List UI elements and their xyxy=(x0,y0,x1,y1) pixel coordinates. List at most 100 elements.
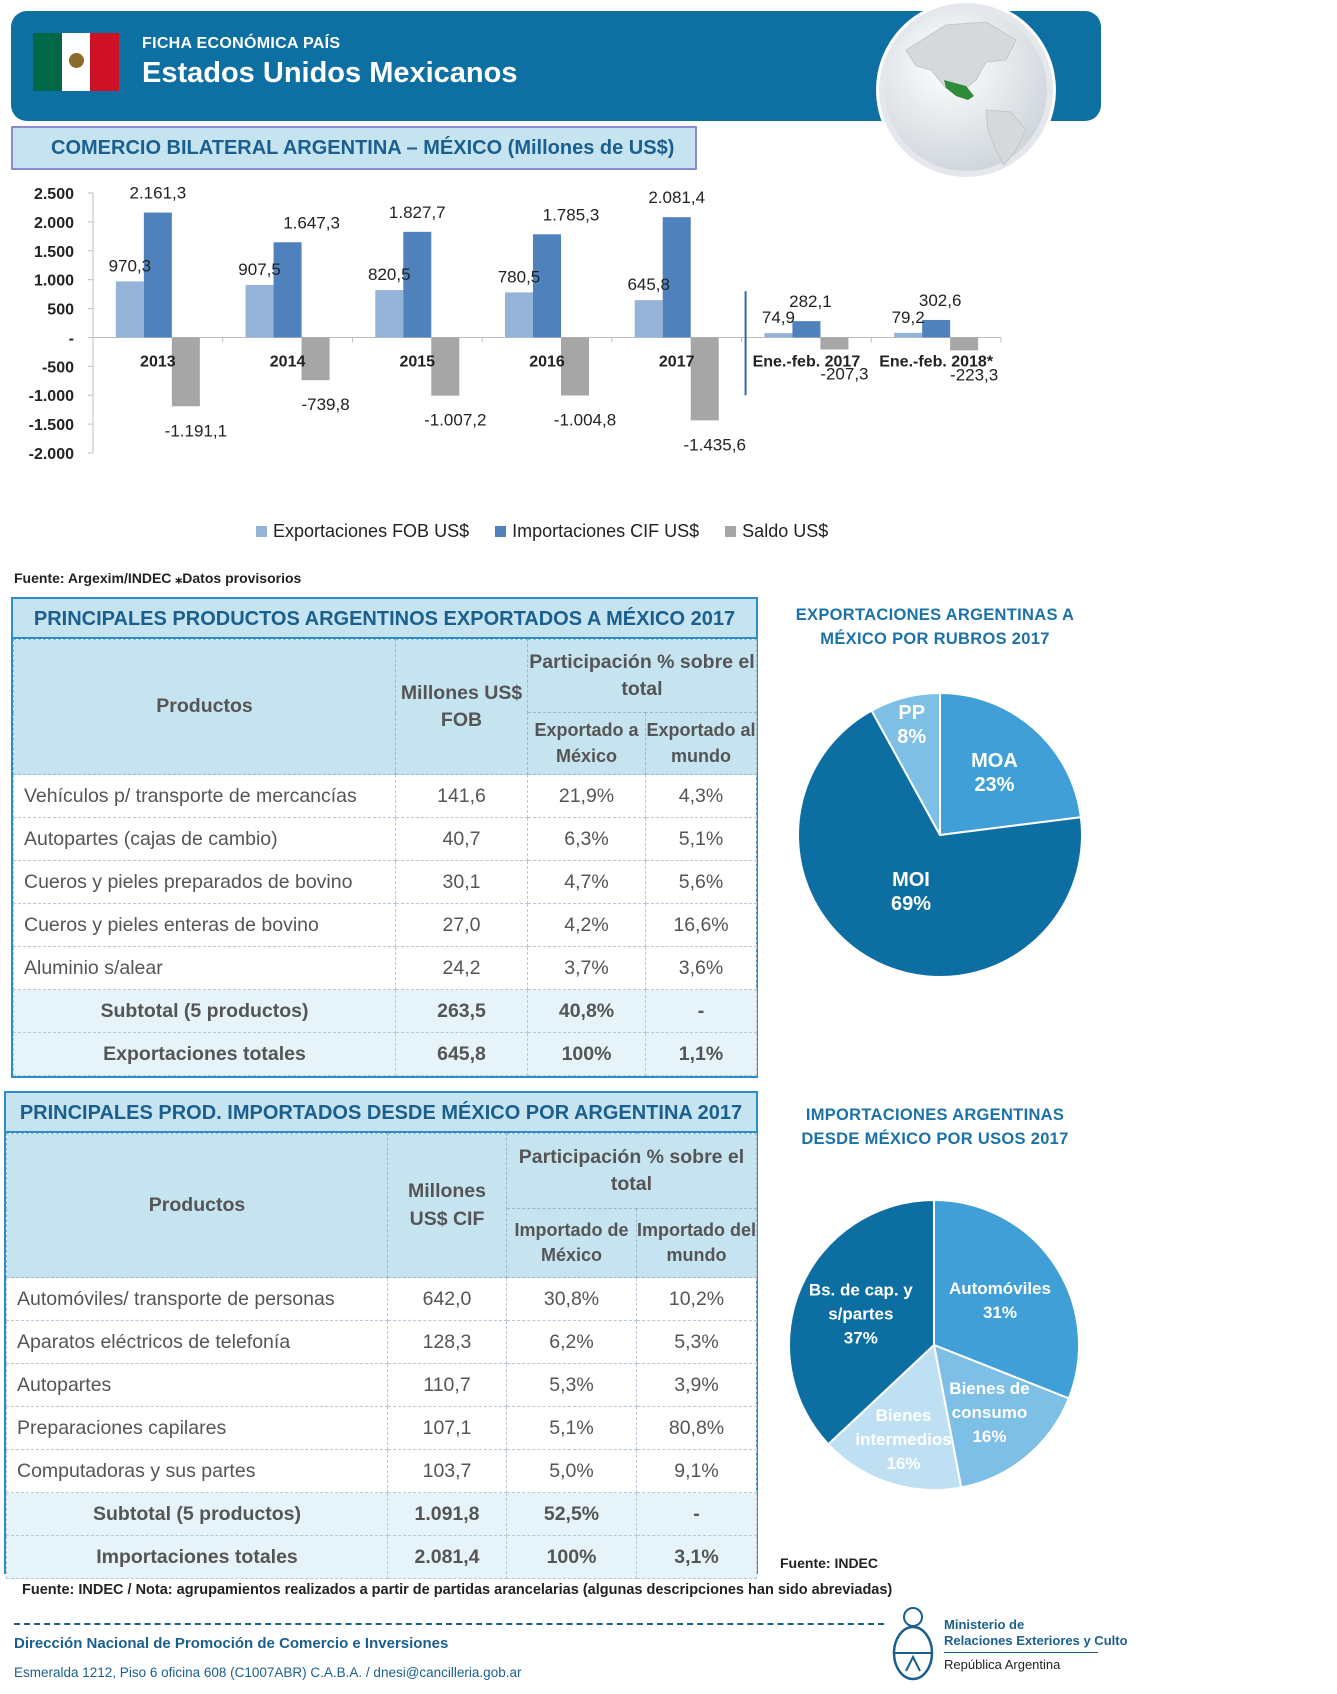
bar-1 xyxy=(922,319,951,338)
table-cell: 1.091,8 xyxy=(387,1492,507,1536)
table-cell: 1,1% xyxy=(645,1032,757,1076)
legend-label: Importaciones CIF US$ xyxy=(512,521,700,541)
pie-slice-percent: 37% xyxy=(844,1328,878,1347)
pie-slice-label: s/partes xyxy=(828,1304,893,1323)
data-label: 1.647,3 xyxy=(283,213,340,232)
col-header-value: Millones US$ FOB xyxy=(395,639,528,775)
pie-slice xyxy=(826,1343,963,1491)
bar-1 xyxy=(662,217,691,338)
bar-2 xyxy=(301,337,330,381)
pie-slice-label: PP xyxy=(898,702,925,724)
y-tick-label: 2.500 xyxy=(34,186,74,203)
data-label: 74,9 xyxy=(762,308,795,327)
header-kicker: FICHA ECONÓMICA PAÍS xyxy=(142,35,341,52)
table-cell: 128,3 xyxy=(387,1320,507,1364)
table-row: Automóviles/ transporte de personas 642,0… xyxy=(6,1277,757,1321)
y-tick-label: 500 xyxy=(47,302,74,319)
ministry-name: Ministerio de Relaciones Exteriores y Cul… xyxy=(944,1617,1128,1649)
table-cell: 5,1% xyxy=(645,817,757,861)
table-cell: - xyxy=(636,1492,757,1536)
table-total-row: Exportaciones totales 645,8 100% 1,1% xyxy=(13,1032,757,1076)
table-cell: 5,3% xyxy=(506,1363,637,1407)
table-cell: 263,5 xyxy=(395,989,528,1033)
legend-swatch xyxy=(495,526,507,537)
table-row: Vehículos p/ transporte de mercancías 141… xyxy=(13,774,757,818)
data-label: -739,8 xyxy=(301,395,349,414)
bar-1 xyxy=(533,234,561,338)
data-label: 1.785,3 xyxy=(543,205,600,224)
pie-slice xyxy=(939,691,1082,837)
y-tick-label: -2.000 xyxy=(29,446,74,463)
table-cell: 100% xyxy=(527,1032,646,1076)
table-cell: Automóviles/ transporte de personas xyxy=(6,1277,388,1321)
footer-address: Esmeralda 1212, Piso 6 oficina 608 (C100… xyxy=(14,1665,522,1680)
y-tick-label: 1.500 xyxy=(34,244,74,261)
table-cell: 5,1% xyxy=(506,1406,637,1450)
imports-table: PRINCIPALES PROD. IMPORTADOS DESDE MÉXIC… xyxy=(4,1091,758,1579)
data-label: 820,5 xyxy=(368,265,411,284)
pie-slice xyxy=(788,1198,935,1446)
bar-2 xyxy=(561,337,589,396)
imports-pie-title: IMPORTACIONES ARGENTINAS DESDE MÉXICO PO… xyxy=(801,1106,1069,1148)
bar-1 xyxy=(143,212,172,338)
pie-slice-label: MOI xyxy=(892,869,930,891)
pie-slice-label: Bs. de cap. y xyxy=(809,1280,913,1299)
table-cell: Vehículos p/ transporte de mercancías xyxy=(13,774,396,818)
legend-swatch xyxy=(725,526,737,537)
table-cell: 3,1% xyxy=(636,1535,757,1579)
table-cell: 30,1 xyxy=(395,860,528,904)
table-cell: Subtotal (5 productos) xyxy=(13,989,396,1033)
x-category-label: 2013 xyxy=(140,353,176,370)
table-cell: Computadoras y sus partes xyxy=(6,1449,388,1493)
pie-slice-label: Automóviles xyxy=(949,1279,1051,1298)
legend-label: Saldo US$ xyxy=(742,521,829,541)
pie-slice-label: consumo xyxy=(952,1403,1028,1422)
col-header-products: Productos xyxy=(6,1133,388,1278)
y-tick-label: -500 xyxy=(42,359,74,376)
table-cell: Aluminio s/alear xyxy=(13,946,396,990)
y-tick-label: -1.000 xyxy=(29,388,74,405)
table-cell: Cueros y pieles preparados de bovino xyxy=(13,860,396,904)
data-label: 2.161,3 xyxy=(129,184,186,203)
table-cell: 21,9% xyxy=(527,774,646,818)
exports-table-title: PRINCIPALES PRODUCTOS ARGENTINOS EXPORTA… xyxy=(13,599,756,639)
table-cell: 6,2% xyxy=(506,1320,637,1364)
legend-item: Saldo US$ xyxy=(725,521,828,542)
pie-slice-percent: 31% xyxy=(983,1303,1017,1322)
table-cell: Cueros y pieles enteras de bovino xyxy=(13,903,396,947)
table-cell: Aparatos eléctricos de telefonía xyxy=(6,1320,388,1364)
pie-slice-percent: 23% xyxy=(974,774,1014,796)
table-row: Autopartes 110,7 5,3% 3,9% xyxy=(6,1363,757,1407)
pie-slice-label: Bienes xyxy=(876,1406,932,1425)
exports-pie-title: EXPORTACIONES ARGENTINAS A MÉXICO POR RU… xyxy=(795,606,1075,648)
table-cell: 5,3% xyxy=(636,1320,757,1364)
col-header-share: Participación % sobre el total xyxy=(506,1133,757,1209)
table-cell: 642,0 xyxy=(387,1277,507,1321)
exports-table: PRINCIPALES PRODUCTOS ARGENTINOS EXPORTA… xyxy=(11,597,758,1078)
table-cell: Exportaciones totales xyxy=(13,1032,396,1076)
table-cell: 141,6 xyxy=(395,774,528,818)
table-cell: 40,8% xyxy=(527,989,646,1033)
table-cell: 100% xyxy=(506,1535,637,1579)
table-cell: 5,0% xyxy=(506,1449,637,1493)
pie-slice-percent: 69% xyxy=(891,893,931,915)
x-category-label: 2016 xyxy=(529,353,565,370)
data-label: 780,5 xyxy=(498,267,541,286)
col-header-share-mexico: Importado de México xyxy=(506,1208,637,1278)
table-cell: 16,6% xyxy=(645,903,757,947)
table-cell: 4,3% xyxy=(645,774,757,818)
legend-item: Importaciones CIF US$ xyxy=(495,521,699,542)
legend-label: Exportaciones FOB US$ xyxy=(273,521,470,541)
table-row: Aluminio s/alear 24,2 3,7% 3,6% xyxy=(13,946,757,990)
table-cell: 4,7% xyxy=(527,860,646,904)
table-row: Aparatos eléctricos de telefonía 128,3 6,2… xyxy=(6,1320,757,1364)
globe-map-icon xyxy=(876,0,1056,180)
footer-divider xyxy=(14,1623,884,1625)
col-header-share-world: Importado del mundo xyxy=(636,1208,757,1278)
x-category-label: Ene.-feb. 2017 xyxy=(753,353,861,370)
data-label: 282,1 xyxy=(789,292,832,311)
bar-2 xyxy=(820,337,849,350)
country-name: República Argentina xyxy=(944,1657,1061,1672)
col-header-products: Productos xyxy=(13,639,396,775)
